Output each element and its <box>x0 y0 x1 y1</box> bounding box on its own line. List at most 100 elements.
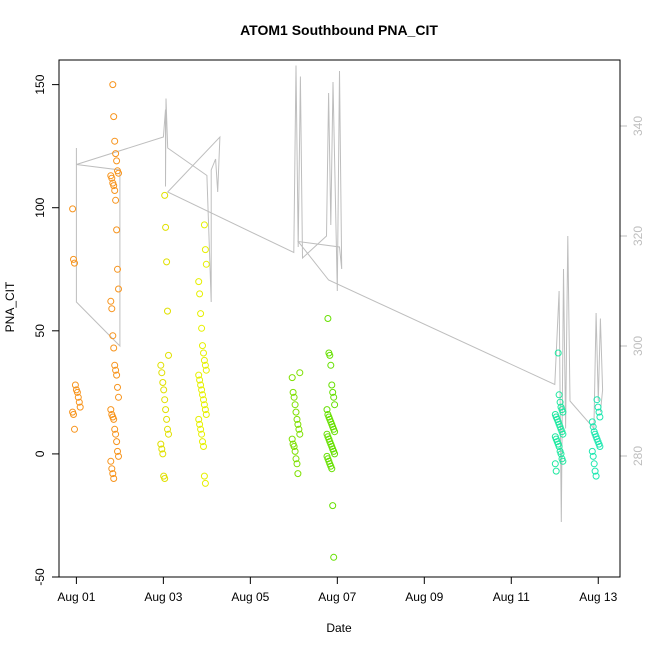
data-point <box>327 361 335 369</box>
data-point <box>197 381 205 389</box>
data-point <box>331 450 339 458</box>
data-point <box>109 470 117 478</box>
data-point <box>165 351 172 359</box>
data-point <box>291 401 299 409</box>
data-point <box>555 443 563 450</box>
data-point <box>329 502 337 510</box>
data-point <box>328 381 336 389</box>
data-point <box>162 406 170 414</box>
data-point <box>202 411 210 418</box>
data-point <box>161 191 169 199</box>
data-point <box>69 205 77 213</box>
data-point <box>108 174 116 182</box>
data-point <box>293 415 301 423</box>
data-point <box>198 386 206 394</box>
data-point <box>552 467 560 475</box>
data-point <box>330 393 338 401</box>
data-point <box>199 342 206 350</box>
data-point <box>71 259 78 267</box>
data-point <box>195 278 203 286</box>
data-point <box>330 553 338 561</box>
data-point <box>115 452 122 460</box>
data-point <box>559 430 567 438</box>
data-point <box>295 425 303 433</box>
data-point <box>200 443 207 450</box>
data-point <box>107 406 115 414</box>
data-point <box>296 430 304 438</box>
data-point <box>159 450 167 458</box>
data-point <box>201 361 209 369</box>
data-point <box>329 388 337 396</box>
data-point <box>162 223 170 231</box>
chart-title: ATOM1 Southbound PNA_CIT <box>240 22 438 38</box>
y-tick-label: 50 <box>33 324 47 338</box>
data-point <box>293 460 301 468</box>
data-point <box>592 472 600 480</box>
data-point <box>71 425 78 433</box>
data-point <box>296 369 304 377</box>
data-point <box>195 415 203 423</box>
data-point <box>111 137 119 145</box>
data-point <box>112 430 120 438</box>
data-point <box>589 423 597 431</box>
data-point <box>113 371 121 379</box>
data-point <box>326 351 334 359</box>
data-point <box>70 411 77 418</box>
x-tick-label: Aug 07 <box>318 590 356 604</box>
data-point <box>290 443 298 450</box>
data-point <box>294 470 302 478</box>
data-point <box>195 371 203 379</box>
data-point <box>114 447 121 455</box>
data-point <box>593 396 601 404</box>
data-point <box>107 297 115 305</box>
x-tick-label: Aug 05 <box>231 590 269 604</box>
points-layer <box>69 81 604 561</box>
data-point <box>115 285 122 293</box>
data-point <box>331 428 339 436</box>
data-point <box>161 396 169 404</box>
data-point <box>112 366 120 374</box>
data-point <box>594 403 602 411</box>
y-tick-label: 100 <box>33 197 47 217</box>
data-point <box>70 255 77 263</box>
data-point <box>202 366 210 374</box>
y2-tick-label: 300 <box>631 336 645 356</box>
data-point <box>196 290 204 298</box>
data-point <box>289 388 297 396</box>
data-point <box>112 150 120 158</box>
data-point <box>554 349 562 357</box>
x-axis-label: Date <box>326 621 352 635</box>
data-point <box>595 408 603 416</box>
y2-tick-label: 340 <box>631 116 645 136</box>
x-tick-label: Aug 03 <box>144 590 182 604</box>
data-point <box>196 376 204 384</box>
data-point <box>158 369 166 377</box>
data-point <box>115 393 122 401</box>
data-point <box>551 460 559 468</box>
data-point <box>113 226 121 234</box>
data-point <box>76 403 84 411</box>
x-tick-label: Aug 13 <box>579 590 617 604</box>
plot-frame <box>58 59 621 578</box>
data-point <box>323 406 331 414</box>
data-point <box>75 398 83 406</box>
data-point <box>590 460 598 468</box>
data-point <box>201 246 209 254</box>
data-point <box>109 81 117 89</box>
data-point <box>157 361 165 369</box>
data-point <box>164 425 171 433</box>
data-point <box>200 396 207 404</box>
data-point <box>107 457 115 465</box>
data-point <box>109 332 117 340</box>
data-point <box>589 452 597 460</box>
data-point <box>328 465 336 473</box>
data-point <box>112 196 120 204</box>
data-point <box>290 393 298 401</box>
data-point <box>199 391 206 399</box>
y-axis-label: PNA_CIT <box>3 281 17 332</box>
data-point <box>163 415 171 423</box>
data-point <box>110 344 118 352</box>
y-tick-label: 150 <box>33 74 47 94</box>
y2-tick-label: 280 <box>631 446 645 466</box>
